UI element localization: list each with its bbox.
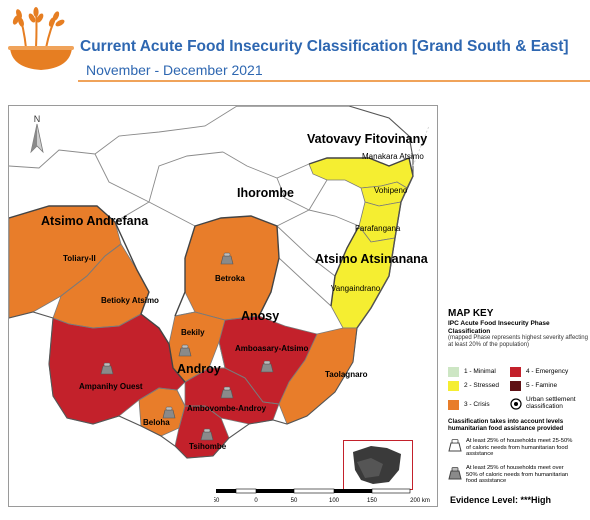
assistance-bag-icons: [100, 252, 274, 441]
phase-swatch-1: [448, 367, 459, 377]
scale-tick: 0: [254, 498, 258, 504]
district-label-ambovombe: Ambovombe-Androy: [187, 404, 267, 413]
district-label-betroka: Betroka: [215, 274, 245, 283]
map-key-title: MAP KEY: [448, 308, 494, 319]
scale-tick: 150: [367, 498, 378, 504]
evidence-level: Evidence Level: ***High: [450, 495, 552, 505]
wheat-bowl-logo-icon: [8, 7, 74, 70]
phase-label-4: 4 - Emergency: [526, 368, 569, 375]
district-label-ampanihy: Ampanihy Ouest: [79, 382, 143, 391]
north-label: N: [34, 114, 41, 124]
scale-tick: 50: [291, 498, 298, 504]
region-label-androy: Androy: [177, 362, 221, 376]
district-label-toliary: Toliary-II: [63, 254, 96, 263]
phase-swatch-4: [510, 367, 521, 377]
region-label-atsimo-atsinanana: Atsimo Atsinanana: [315, 252, 428, 266]
phase-swatch-5: [510, 381, 521, 391]
district-label-manakara: Manakara Atsimo: [362, 152, 424, 161]
map-key: MAP KEY IPC Acute Food Insecurity Phase …: [444, 304, 590, 520]
region-label-ihorombe: Ihorombe: [237, 186, 294, 200]
phase-label-3: 3 - Crisis: [464, 401, 490, 408]
bag-25-50-icon: [448, 439, 462, 452]
district-label-betioky: Betioky Atsimo: [101, 296, 159, 305]
district-label-amboasary: Amboasary-Atsimo: [235, 344, 309, 353]
scale-tick: 50: [214, 498, 220, 504]
phase-label-5: 5 - Famine: [526, 382, 558, 389]
urban-settlement-icon: [510, 398, 522, 410]
map-key-note: (mapped Phase represents highest severit…: [448, 335, 588, 348]
district-label-bekily: Bekily: [181, 328, 205, 337]
bag-25-50-label: At least 25% of households meet 25-50% o…: [466, 438, 573, 457]
district-label-taolagnaro: Taolagnaro: [325, 370, 368, 379]
district-label-beloha: Beloha: [143, 418, 170, 427]
district-vangaindrano-phase: [330, 225, 396, 329]
phase-swatch-3: [448, 400, 459, 410]
assistance-note: Classification takes into account levels…: [448, 418, 564, 432]
page-subtitle: November - December 2021: [86, 62, 263, 78]
scale-bar: 50 0 50 100 150 200 km: [214, 488, 430, 504]
scale-tick: 200 km: [410, 498, 430, 504]
classification-map: [9, 106, 430, 459]
map-panel: N Vatovavy Fitovinany Ihorombe Atsimo An…: [8, 105, 438, 507]
urban-settlement-label: Urban settlement classification: [526, 396, 576, 410]
phase-label-2: 2 - Stressed: [464, 382, 500, 389]
region-label-anosy: Anosy: [241, 309, 280, 323]
scale-tick: 100: [329, 498, 340, 504]
coastline: [9, 106, 414, 459]
district-label-vohipeno: Vohipeno: [374, 186, 408, 195]
bag-over-50-label: At least 25% of households meet over 50%…: [466, 465, 569, 484]
district-label-tsihombe: Tsihombe: [189, 442, 227, 451]
north-arrow-icon: N: [30, 114, 44, 154]
phase-swatch-2: [448, 381, 459, 391]
district-label-vangaindrano: Vangaindrano: [331, 284, 381, 293]
header-divider: [78, 80, 590, 82]
map-key-subtitle: IPC Acute Food Insecurity Phase Classifi…: [448, 320, 550, 335]
header: Current Acute Food Insecurity Classifica…: [0, 0, 590, 95]
region-label-vatovavy: Vatovavy Fitovinany: [307, 132, 428, 146]
phase-label-1: 1 - Minimal: [464, 368, 496, 375]
region-label-atsimo-andrefana: Atsimo Andrefana: [41, 214, 149, 228]
bag-over-50-icon: [448, 467, 462, 480]
district-label-farafangana: Farafangana: [355, 224, 401, 233]
inset-locator-map: [343, 440, 413, 490]
page-title: Current Acute Food Insecurity Classifica…: [80, 38, 569, 55]
